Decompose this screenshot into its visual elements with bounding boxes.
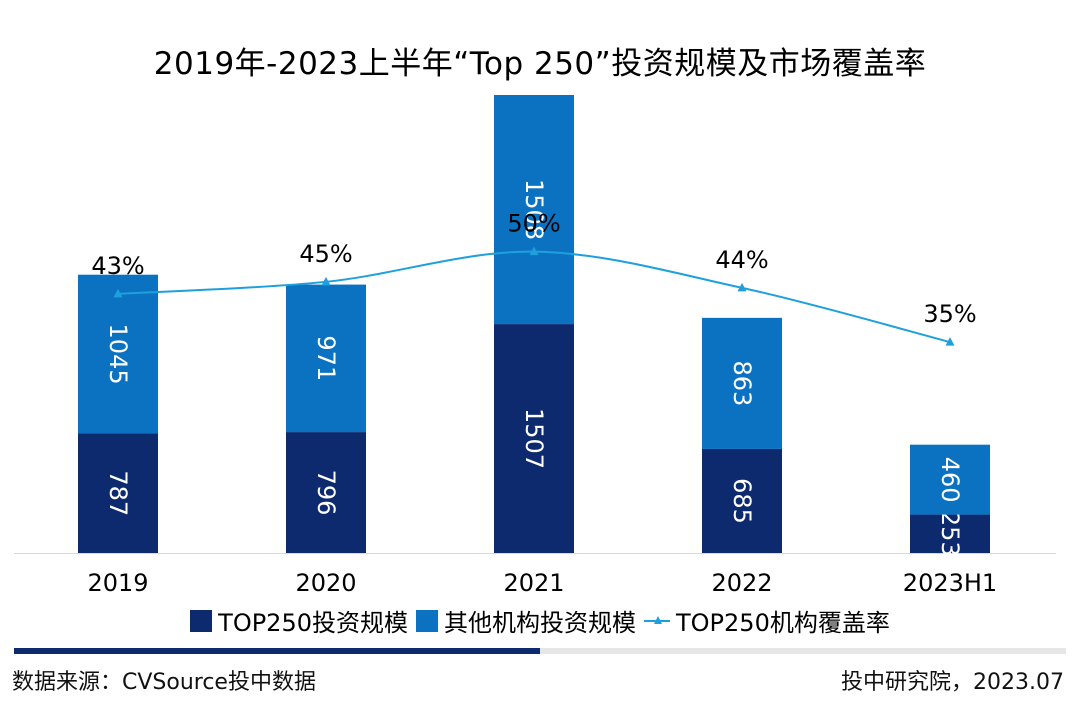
bar-other-2023H1: [910, 444, 990, 515]
coverage-label-2022: 44%: [715, 246, 768, 274]
legend-label-top250: TOP250投资规模: [218, 609, 408, 637]
bar-value-label-top250-2022: 685: [728, 478, 756, 524]
bar-other-2019: [78, 274, 158, 434]
bar-value-label-top250-2023H1: 253: [936, 511, 964, 557]
decorative-progress-bar: [14, 648, 1066, 654]
bar-value-label-top250-2020: 796: [312, 470, 340, 516]
x-tick-label-2023H1: 2023H1: [903, 569, 997, 597]
coverage-point-2020: [321, 276, 331, 286]
bar-value-label-other-2021: 1508: [520, 179, 548, 240]
x-tick-label-2021: 2021: [503, 569, 564, 597]
coverage-point-2022: [737, 282, 747, 292]
bar-value-label-other-2020: 971: [312, 335, 340, 381]
legend-swatch-other: [416, 609, 438, 632]
bar-value-label-other-2022: 863: [728, 360, 756, 406]
legend-label-other: 其他机构投资规模: [444, 609, 636, 637]
coverage-label-2023H1: 35%: [923, 300, 976, 328]
bar-other-2020: [286, 284, 366, 433]
coverage-point-2023H1: [945, 337, 955, 346]
legend-label-coverage: TOP250机构覆盖率: [676, 609, 890, 637]
bar-other-2022: [702, 317, 782, 449]
bar-top250-2019: [78, 433, 158, 553]
coverage-point-2019: [113, 288, 123, 298]
x-tick-label-2020: 2020: [295, 569, 356, 597]
legend-item-coverage: TOP250机构覆盖率: [644, 603, 890, 638]
chart-legend: TOP250投资规模 其他机构投资规模 TOP250机构覆盖率: [0, 603, 1080, 638]
legend-item-other: 其他机构投资规模: [416, 603, 636, 638]
bar-top250-2021: [494, 324, 574, 553]
bar-other-2021: [494, 95, 574, 325]
bar-top250-2023H1: [910, 514, 990, 553]
legend-swatch-top250: [190, 609, 213, 632]
decorative-progress-fill: [14, 648, 540, 654]
legend-line-icon: [644, 610, 670, 632]
chart-plot: 787 1045 2019 796 971 2020 1507 1508 2021 685 863 2…: [14, 95, 1056, 597]
bar-top250-2020: [286, 432, 366, 553]
legend-item-top250: TOP250投资规模: [190, 603, 408, 638]
bar-value-label-other-2019: 1045: [104, 324, 132, 385]
x-tick-label-2019: 2019: [87, 569, 148, 597]
x-tick-label-2022: 2022: [711, 569, 772, 597]
coverage-point-2021: [529, 246, 539, 256]
coverage-label-2020: 45%: [299, 240, 352, 268]
coverage-label-2019: 43%: [91, 252, 144, 280]
coverage-label-2021: 50%: [507, 210, 560, 238]
source-note: 数据来源：CVSource投中数据: [12, 670, 316, 695]
bar-value-label-top250-2019: 787: [104, 470, 132, 516]
bar-value-label-top250-2021: 1507: [520, 408, 548, 469]
chart-title: 2019年-2023上半年“Top 250”投资规模及市场覆盖率: [153, 46, 927, 82]
bar-top250-2022: [702, 448, 782, 553]
publisher-note: 投中研究院，2023.07: [841, 670, 1064, 695]
bar-value-label-other-2023H1: 460: [936, 457, 964, 503]
